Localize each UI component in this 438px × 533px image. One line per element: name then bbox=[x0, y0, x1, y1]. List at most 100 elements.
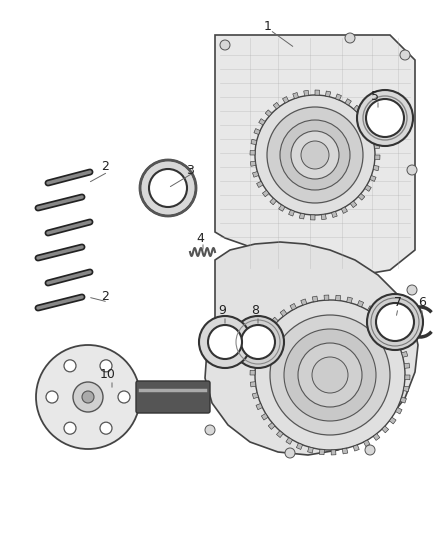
Circle shape bbox=[376, 303, 414, 341]
Polygon shape bbox=[350, 201, 357, 207]
Polygon shape bbox=[262, 190, 269, 197]
Polygon shape bbox=[404, 363, 410, 368]
Circle shape bbox=[345, 33, 355, 43]
Polygon shape bbox=[361, 113, 367, 120]
Polygon shape bbox=[276, 431, 283, 438]
Circle shape bbox=[82, 391, 94, 403]
Circle shape bbox=[400, 50, 410, 60]
Circle shape bbox=[270, 315, 390, 435]
Circle shape bbox=[241, 325, 275, 359]
Polygon shape bbox=[374, 144, 380, 149]
Polygon shape bbox=[353, 105, 360, 112]
Polygon shape bbox=[332, 212, 337, 217]
Circle shape bbox=[291, 131, 339, 179]
Text: 2: 2 bbox=[101, 160, 109, 174]
Polygon shape bbox=[293, 93, 298, 99]
Polygon shape bbox=[331, 450, 336, 455]
Circle shape bbox=[267, 107, 363, 203]
Text: 1: 1 bbox=[264, 20, 272, 33]
Circle shape bbox=[280, 120, 350, 190]
Polygon shape bbox=[268, 423, 275, 430]
Polygon shape bbox=[251, 358, 257, 364]
Circle shape bbox=[64, 360, 76, 372]
Polygon shape bbox=[396, 408, 402, 414]
Polygon shape bbox=[250, 150, 255, 155]
Polygon shape bbox=[377, 312, 384, 319]
Circle shape bbox=[149, 169, 187, 207]
Polygon shape bbox=[392, 330, 399, 336]
Circle shape bbox=[285, 448, 295, 458]
Polygon shape bbox=[290, 303, 297, 310]
Polygon shape bbox=[370, 175, 376, 181]
Polygon shape bbox=[358, 193, 365, 200]
Polygon shape bbox=[265, 110, 272, 116]
Polygon shape bbox=[251, 161, 256, 166]
Polygon shape bbox=[301, 299, 307, 305]
Polygon shape bbox=[371, 133, 378, 139]
Circle shape bbox=[284, 329, 376, 421]
Polygon shape bbox=[299, 213, 304, 219]
FancyBboxPatch shape bbox=[136, 381, 210, 413]
Circle shape bbox=[64, 422, 76, 434]
Polygon shape bbox=[253, 172, 258, 177]
Polygon shape bbox=[252, 393, 258, 399]
Polygon shape bbox=[254, 128, 260, 134]
Circle shape bbox=[208, 325, 242, 359]
Polygon shape bbox=[256, 403, 262, 410]
Polygon shape bbox=[283, 96, 289, 103]
Polygon shape bbox=[286, 438, 293, 445]
Text: 6: 6 bbox=[418, 295, 426, 309]
Circle shape bbox=[312, 357, 348, 393]
Circle shape bbox=[407, 285, 417, 295]
Polygon shape bbox=[400, 397, 406, 403]
Polygon shape bbox=[264, 326, 271, 333]
Circle shape bbox=[199, 316, 251, 368]
Polygon shape bbox=[403, 386, 409, 392]
Polygon shape bbox=[270, 198, 276, 205]
Circle shape bbox=[367, 294, 423, 350]
Polygon shape bbox=[389, 417, 396, 424]
Polygon shape bbox=[304, 91, 309, 96]
Circle shape bbox=[36, 345, 140, 449]
Polygon shape bbox=[254, 347, 260, 353]
Polygon shape bbox=[373, 434, 380, 440]
Polygon shape bbox=[347, 297, 353, 303]
Polygon shape bbox=[375, 155, 380, 159]
Polygon shape bbox=[336, 94, 342, 100]
Polygon shape bbox=[251, 382, 256, 387]
Circle shape bbox=[298, 343, 362, 407]
Circle shape bbox=[118, 391, 130, 403]
Polygon shape bbox=[367, 306, 374, 312]
Polygon shape bbox=[365, 185, 371, 191]
Circle shape bbox=[232, 316, 284, 368]
Polygon shape bbox=[215, 35, 415, 275]
Polygon shape bbox=[279, 205, 285, 211]
Text: 10: 10 bbox=[100, 367, 116, 381]
Circle shape bbox=[140, 160, 196, 216]
Text: 8: 8 bbox=[251, 303, 259, 317]
Circle shape bbox=[73, 382, 103, 412]
Circle shape bbox=[205, 425, 215, 435]
Circle shape bbox=[407, 165, 417, 175]
Polygon shape bbox=[259, 119, 265, 125]
Circle shape bbox=[200, 335, 210, 345]
Circle shape bbox=[357, 90, 413, 146]
Polygon shape bbox=[345, 99, 351, 105]
Circle shape bbox=[301, 141, 329, 169]
Polygon shape bbox=[257, 181, 263, 188]
Polygon shape bbox=[251, 139, 257, 144]
Polygon shape bbox=[272, 317, 278, 324]
Polygon shape bbox=[373, 165, 379, 171]
Circle shape bbox=[46, 391, 58, 403]
Polygon shape bbox=[315, 90, 320, 95]
Polygon shape bbox=[357, 301, 364, 307]
Polygon shape bbox=[307, 447, 313, 453]
Polygon shape bbox=[336, 295, 341, 301]
Polygon shape bbox=[258, 336, 265, 343]
Polygon shape bbox=[205, 242, 418, 455]
Polygon shape bbox=[297, 443, 303, 449]
Polygon shape bbox=[367, 123, 374, 128]
Polygon shape bbox=[341, 207, 347, 213]
Text: 3: 3 bbox=[186, 164, 194, 176]
Text: 4: 4 bbox=[196, 231, 204, 245]
